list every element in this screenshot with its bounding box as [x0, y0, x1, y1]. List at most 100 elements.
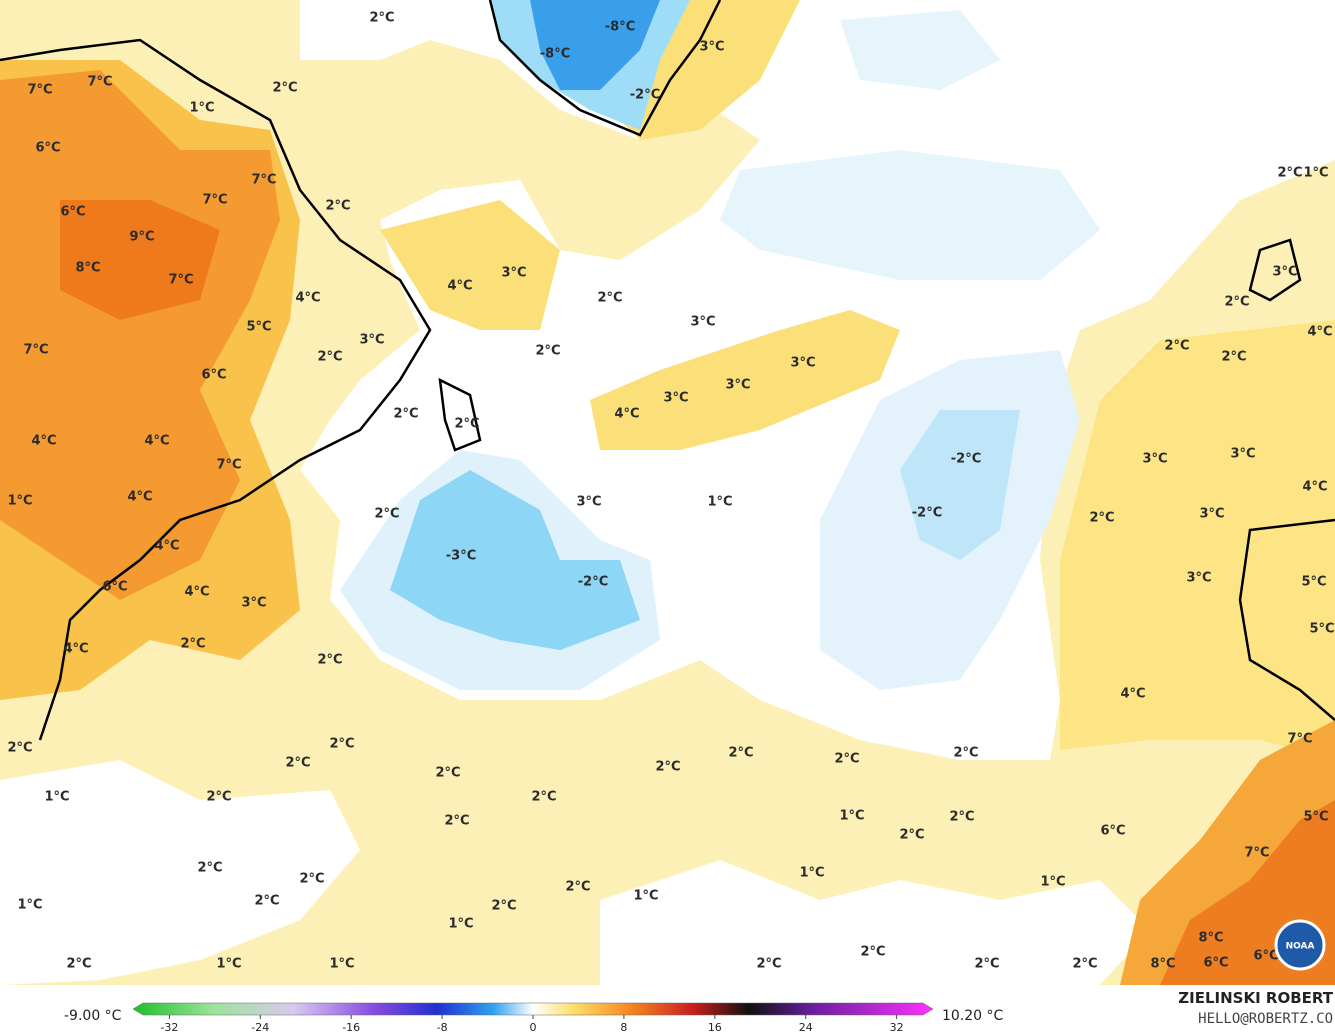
temperature-label: 3°C [1186, 571, 1211, 586]
temperature-label: 6°C [1203, 956, 1228, 971]
temperature-label: 3°C [725, 378, 750, 393]
temperature-label: 3°C [663, 391, 688, 406]
temperature-label: 6°C [102, 580, 127, 595]
temperature-label: 5°C [1301, 575, 1326, 590]
temperature-label: 4°C [31, 434, 56, 449]
temperature-label: 2°C [317, 350, 342, 365]
temperature-label: 4°C [614, 407, 639, 422]
cold-zone [390, 470, 640, 650]
temperature-label: 2°C [369, 11, 394, 26]
very-cold-zone [530, 0, 660, 90]
temperature-label: -2°C [578, 575, 608, 590]
temperature-label: 2°C [974, 957, 999, 972]
coastline [1248, 238, 1302, 302]
temperature-label: 1°C [44, 790, 69, 805]
temperature-label: 7°C [202, 193, 227, 208]
coastline [488, 0, 722, 137]
temperature-label: 3°C [690, 315, 715, 330]
temperature-label: 2°C [1072, 957, 1097, 972]
temperature-label: 2°C [1221, 350, 1246, 365]
temperature-label: 3°C [1272, 265, 1297, 280]
coastlines [0, 0, 1335, 741]
temperature-label: 2°C [66, 957, 91, 972]
temperature-label: 2°C [949, 810, 974, 825]
colorbar-min: -9.00 °C [64, 1008, 122, 1024]
temperature-label: 2°C [393, 407, 418, 422]
temperature-label: 6°C [35, 141, 60, 156]
colorbar-tick-label: -24 [251, 1021, 269, 1034]
temperature-label: 4°C [1307, 325, 1332, 340]
temperature-label: 6°C [1253, 949, 1278, 964]
temperature-label: 2°C [285, 756, 310, 771]
map-area [0, 0, 1335, 985]
temperature-label: 2°C [899, 828, 924, 843]
temperature-label: 3°C [1230, 447, 1255, 462]
colorbar-tick-label: 24 [799, 1021, 813, 1034]
logo [1274, 919, 1326, 971]
coastline [438, 377, 482, 452]
temperature-label: 7°C [1287, 732, 1312, 747]
temperature-label: 7°C [27, 83, 52, 98]
warm-zone [1060, 320, 1335, 760]
temperature-label: 1°C [707, 495, 732, 510]
temperature-label: 7°C [87, 75, 112, 90]
temperature-label: 2°C [565, 880, 590, 895]
coastline [0, 38, 432, 741]
temperature-label: 4°C [63, 642, 88, 657]
temperature-label: 2°C [597, 291, 622, 306]
temperature-label: 2°C [254, 894, 279, 909]
temperature-label: 3°C [359, 333, 384, 348]
temperature-label: 6°C [60, 205, 85, 220]
logo-text: NOAA [1286, 942, 1315, 952]
temperature-label: 4°C [1302, 480, 1327, 495]
temperature-label: 5°C [1309, 622, 1334, 637]
credit-name: ZIELINSKI ROBERT [1178, 989, 1333, 1007]
temperature-label: 1°C [799, 866, 824, 881]
temperature-label: 2°C [834, 752, 859, 767]
temperature-label: 5°C [1303, 810, 1328, 825]
temperature-label: 1°C [1040, 875, 1065, 890]
temperature-label: 2°C [299, 872, 324, 887]
temperature-label: 2°C [435, 766, 460, 781]
colorbar-tick-label: 0 [530, 1021, 537, 1034]
temperature-label: 2°C [535, 344, 560, 359]
temperature-label: -2°C [912, 506, 942, 521]
temperature-label: 6°C [1100, 824, 1125, 839]
temperature-label: 1°C [448, 917, 473, 932]
temperature-label: 2°C [444, 814, 469, 829]
temperature-label: -8°C [540, 47, 570, 62]
cool-zone [900, 410, 1020, 560]
temperature-label: 4°C [184, 585, 209, 600]
colorbar [132, 1002, 934, 1016]
hot-land [60, 200, 220, 320]
temperature-label: 8°C [1198, 931, 1223, 946]
temperature-label: -8°C [605, 20, 635, 35]
temperature-label: 1°C [7, 494, 32, 509]
temperature-label: 2°C [531, 790, 556, 805]
temperature-label: 2°C [756, 957, 781, 972]
temperature-label: 7°C [251, 173, 276, 188]
temperature-label: 9°C [129, 230, 154, 245]
temperature-label: 2°C [7, 741, 32, 756]
temperature-label: -3°C [446, 549, 476, 564]
temperature-label: 5°C [246, 320, 271, 335]
temperature-label: 2°C [325, 199, 350, 214]
temperature-label: 3°C [699, 40, 724, 55]
temperature-label: 3°C [576, 495, 601, 510]
colorbar-max: 10.20 °C [942, 1008, 1004, 1024]
temperature-label: -2°C [630, 88, 660, 103]
temperature-label: 4°C [127, 490, 152, 505]
cool-zone [720, 10, 1100, 280]
temperature-label: 3°C [241, 596, 266, 611]
temperature-label: 2°C [1089, 511, 1114, 526]
temperature-label: 1°C [17, 898, 42, 913]
temperature-label: 2°C [1164, 339, 1189, 354]
temperature-label: 2°C [272, 81, 297, 96]
temperature-label: 4°C [154, 539, 179, 554]
colorbar-tick-label: -8 [437, 1021, 448, 1034]
temperature-label: 1°C [189, 101, 214, 116]
temperature-label: 7°C [23, 343, 48, 358]
temperature-label: 2°C [197, 861, 222, 876]
